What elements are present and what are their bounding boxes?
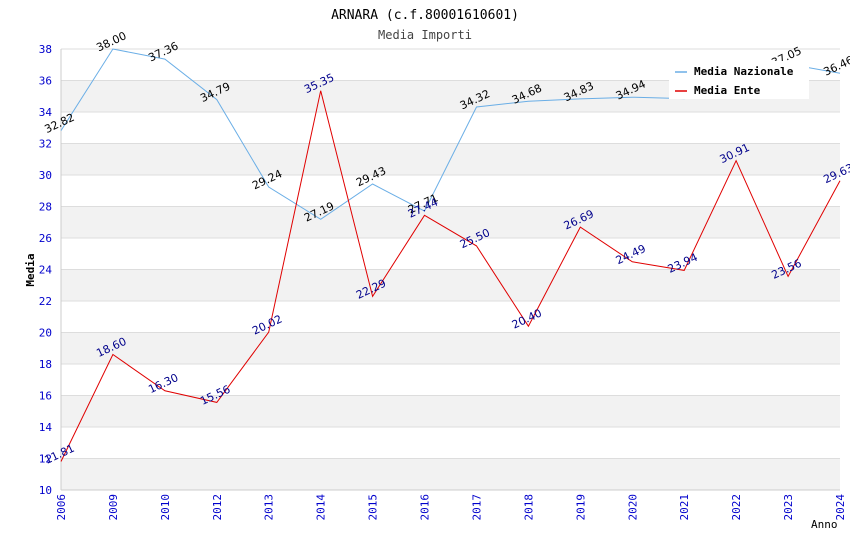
y-tick-labels: 10 12 14 16 18 20 22 24 26 28 30 32 34 36 38 <box>39 43 53 497</box>
legend-label-media-nazionale: Media Nazionale <box>694 65 794 78</box>
series-line-media-ente <box>60 90 841 462</box>
background-band-11 <box>61 112 840 144</box>
background-band-2 <box>61 395 840 427</box>
y-tick-label-16: 16 <box>39 390 52 403</box>
y-tick-label-38: 38 <box>39 43 52 56</box>
x-tick-label-2023: 2023 <box>782 494 795 521</box>
y-tick-label-28: 28 <box>39 201 52 214</box>
y-tick-label-26: 26 <box>39 232 52 245</box>
background-band-3 <box>61 364 840 396</box>
legend: Media Nazionale Media Ente <box>669 61 809 99</box>
legend-box <box>669 61 809 99</box>
x-tick-label-2024: 2024 <box>834 494 847 521</box>
x-tick-label-2020: 2020 <box>626 494 639 521</box>
axes <box>60 49 840 491</box>
x-tick-label-2006: 2006 <box>55 494 68 521</box>
y-tick-label-10: 10 <box>39 484 52 497</box>
y-tick-label-20: 20 <box>39 327 52 340</box>
x-tick-label-2015: 2015 <box>367 494 380 521</box>
background-band-9 <box>61 175 840 207</box>
background-band-5 <box>61 301 840 333</box>
background-band-6 <box>61 269 840 301</box>
x-tick-label-2021: 2021 <box>678 494 691 521</box>
background-band-7 <box>61 238 840 270</box>
chart-title: ARNARA (c.f.80001610601) <box>331 8 519 23</box>
y-tick-label-24: 24 <box>39 264 53 277</box>
x-tick-label-2016: 2016 <box>419 494 432 521</box>
x-tick-label-2013: 2013 <box>263 494 276 521</box>
legend-label-media-ente: Media Ente <box>694 84 761 97</box>
grid-lines <box>61 48 840 491</box>
background-band-4 <box>61 332 840 364</box>
x-tick-label-2014: 2014 <box>315 494 328 521</box>
background-band-8 <box>61 206 840 238</box>
y-tick-label-12: 12 <box>39 453 52 466</box>
x-tick-labels: 2006 2009 2010 2012 2013 2014 2015 2016 2017 2018… <box>55 494 847 521</box>
y-tick-label-22: 22 <box>39 295 52 308</box>
y-tick-label-36: 36 <box>39 75 52 88</box>
x-tick-label-2018: 2018 <box>522 494 535 521</box>
chart-subtitle: Media Importi <box>378 28 472 42</box>
background-band-0 <box>61 458 840 490</box>
y-tick-label-18: 18 <box>39 358 52 371</box>
y-tick-label-34: 34 <box>39 106 53 119</box>
y-tick-label-30: 30 <box>39 169 52 182</box>
y-tick-label-14: 14 <box>39 421 53 434</box>
x-tick-label-2009: 2009 <box>107 494 120 521</box>
x-tick-label-2017: 2017 <box>470 494 483 521</box>
x-tick-label-2022: 2022 <box>730 494 743 521</box>
x-tick-label-2012: 2012 <box>211 494 224 521</box>
x-tick-label-2019: 2019 <box>574 494 587 521</box>
background-band-1 <box>61 427 840 459</box>
y-tick-label-32: 32 <box>39 138 52 151</box>
x-axis-title: Anno <box>811 518 838 531</box>
background-bands <box>61 49 840 490</box>
y-axis-title: Media <box>24 253 37 286</box>
x-tick-label-2010: 2010 <box>159 494 172 521</box>
